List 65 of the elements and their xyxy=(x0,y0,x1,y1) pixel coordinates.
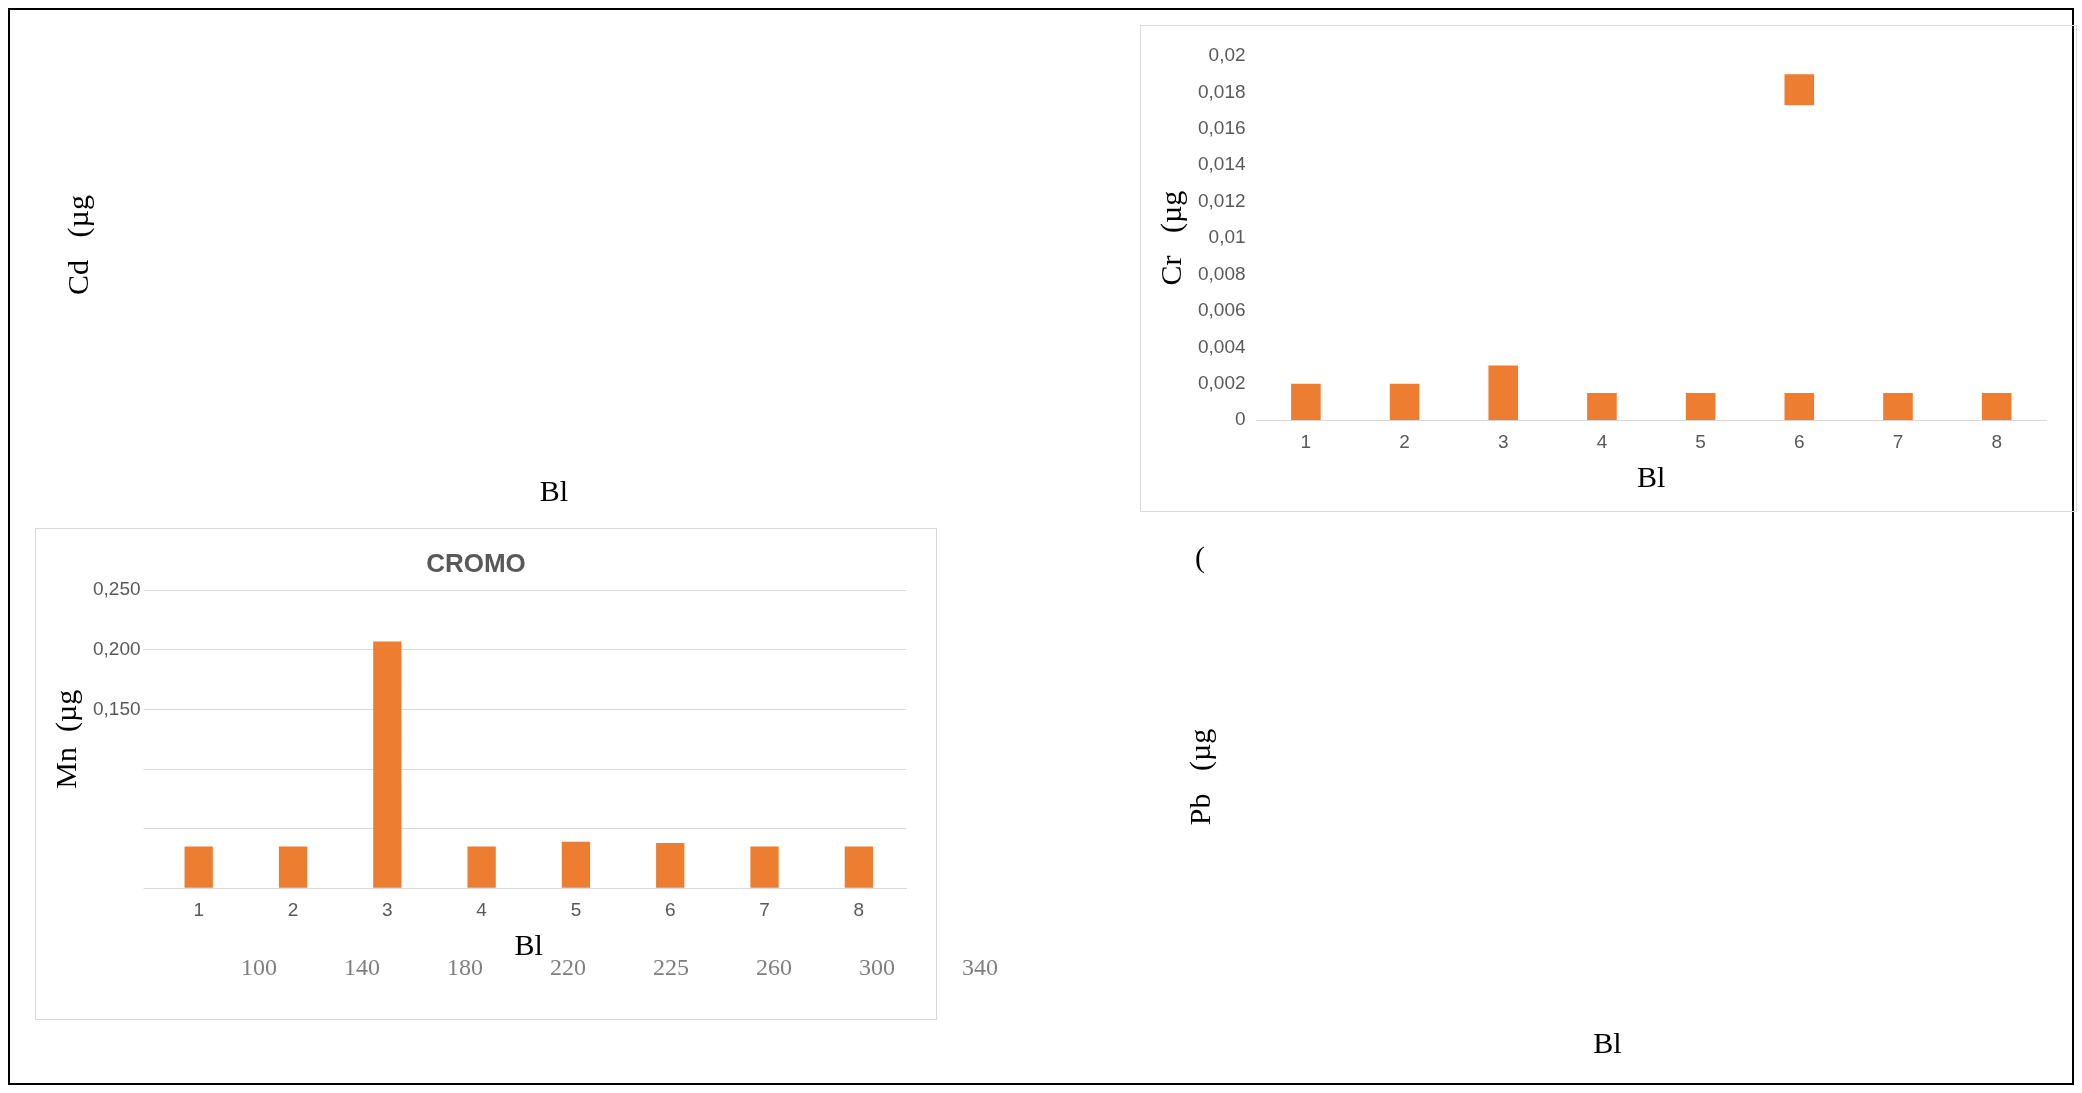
bar xyxy=(278,846,308,888)
x-tick-label: 3 xyxy=(382,898,393,920)
y-tick-label: 0,008 xyxy=(1198,262,1246,284)
text: 220 xyxy=(550,954,586,981)
x-tick-label: 7 xyxy=(759,898,770,920)
x-tick-label: 3 xyxy=(1497,430,1509,452)
text: Bl xyxy=(1592,1026,1623,1060)
chart-title: CROMO xyxy=(426,547,526,578)
bar xyxy=(373,641,402,888)
y-tick-label: 0,018 xyxy=(1198,80,1246,102)
bar xyxy=(1685,392,1716,421)
y-tick-label: 0,250 xyxy=(93,578,141,600)
text: 260 xyxy=(756,954,792,981)
bar xyxy=(656,842,685,888)
text: Bl xyxy=(538,474,570,508)
y-tick-label: 0,006 xyxy=(1198,299,1246,321)
text: 140 xyxy=(344,954,380,981)
text: 225 xyxy=(653,954,689,981)
bar xyxy=(1488,365,1519,421)
bar xyxy=(1784,74,1815,106)
text: Cd (µg xyxy=(61,194,95,297)
x-tick-label: 7 xyxy=(1892,430,1904,452)
x-tick-label: 8 xyxy=(1991,430,2002,452)
x-tick-label: 2 xyxy=(287,898,299,920)
y-tick-label: 0,150 xyxy=(93,697,141,719)
bar xyxy=(750,846,779,888)
text: 300 xyxy=(859,954,895,981)
y-axis-title: Cr (µg xyxy=(1153,190,1188,286)
text: 100 xyxy=(241,954,277,981)
y-tick-label: 0,02 xyxy=(1208,44,1246,66)
bar xyxy=(1784,392,1815,421)
bar xyxy=(1389,383,1420,421)
x-tick-label: 5 xyxy=(1695,430,1706,452)
x-axis-title: Bl xyxy=(514,927,543,961)
y-axis-title: Mn (µg xyxy=(48,689,83,789)
bar xyxy=(184,846,213,888)
y-tick-label: 0,200 xyxy=(93,638,141,660)
text: 180 xyxy=(447,954,483,981)
x-tick-label: 4 xyxy=(476,898,488,920)
y-tick-label: 0,004 xyxy=(1198,335,1246,357)
x-tick-label: 1 xyxy=(193,898,204,920)
x-tick-label: 8 xyxy=(853,898,865,920)
y-tick-label: 0,012 xyxy=(1198,189,1246,211)
y-tick-label: 0,016 xyxy=(1198,117,1246,139)
y-tick-label: 0 xyxy=(1234,408,1246,430)
bar xyxy=(1587,392,1617,421)
x-tick-label: 6 xyxy=(1794,430,1805,452)
text: 340 xyxy=(962,954,998,981)
y-tick-label: 0,002 xyxy=(1198,372,1246,394)
x-tick-label: 1 xyxy=(1300,430,1312,452)
bar xyxy=(467,846,496,888)
bar xyxy=(844,846,873,888)
bar xyxy=(1981,392,2012,421)
text: Pb (µg xyxy=(1183,727,1217,828)
x-tick-label: 2 xyxy=(1399,430,1410,452)
bar xyxy=(561,841,591,888)
x-tick-label: 4 xyxy=(1596,430,1608,452)
y-tick-label: 0,01 xyxy=(1208,226,1246,248)
text: ( xyxy=(1195,540,1205,574)
x-tick-label: 5 xyxy=(570,898,582,920)
bar xyxy=(1291,383,1321,421)
bar xyxy=(1883,392,1913,421)
x-axis-title: Bl xyxy=(1637,459,1666,493)
y-tick-label: 0,014 xyxy=(1198,153,1246,175)
x-tick-label: 6 xyxy=(664,898,676,920)
